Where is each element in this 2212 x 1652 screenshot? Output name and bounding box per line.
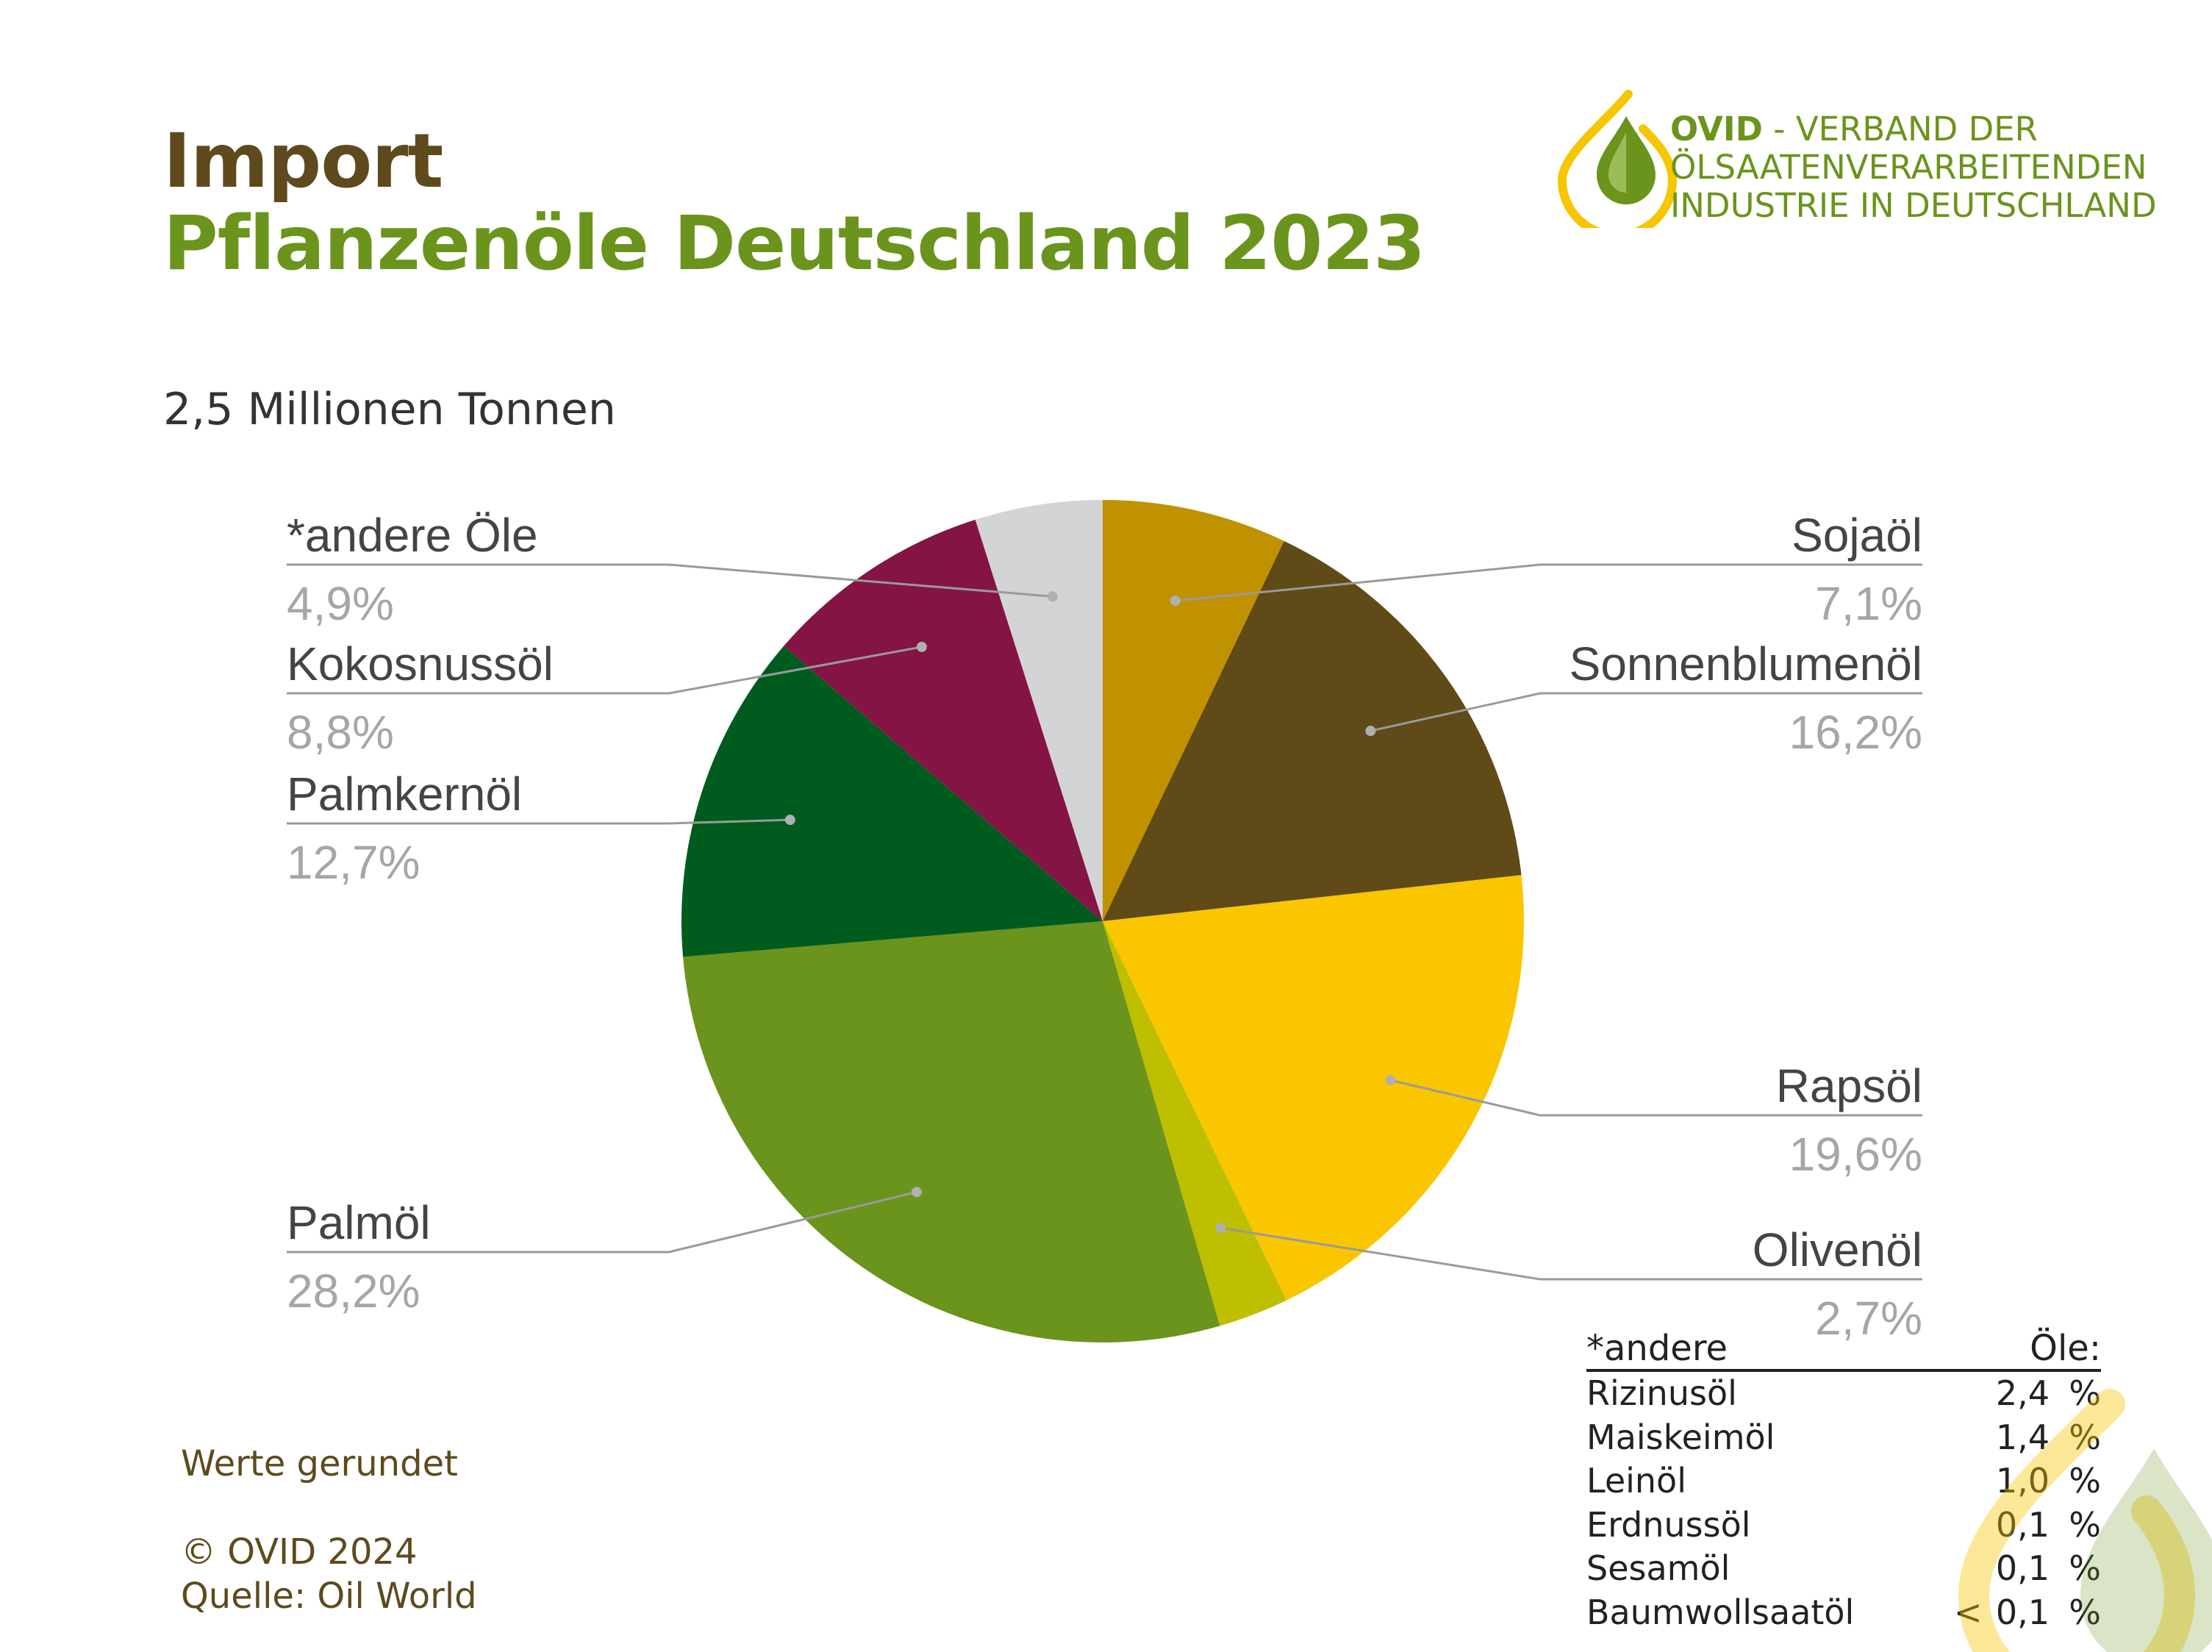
slice-value-label: 7,1% <box>1815 577 1922 630</box>
other-oils-row: Maiskeimöl 1,4% <box>1586 1416 2101 1460</box>
other-oil-lt-sign: < <box>1954 1592 1983 1632</box>
footnote-rounded: Werte gerundet <box>181 1443 458 1484</box>
other-oil-name: Leinöl <box>1586 1461 1686 1501</box>
leader-line <box>1175 563 1922 602</box>
logo-line2: ÖLSAATENVERARBEITENDEN <box>1670 148 2147 187</box>
other-oil-percent-sign: % <box>2069 1373 2101 1413</box>
leader-dot <box>916 641 927 652</box>
pie-slice <box>681 646 1103 957</box>
other-oil-percent-sign: % <box>2069 1592 2101 1632</box>
leader-line <box>1370 692 1922 732</box>
slice-value-label: 2,7% <box>1815 1292 1922 1345</box>
pie-slice <box>1103 875 1525 1301</box>
pie-slice <box>1103 540 1522 921</box>
leader-dot <box>1047 591 1058 602</box>
pie-slice <box>1103 921 1287 1326</box>
other-oil-value: 2,4 <box>1995 1373 2050 1413</box>
other-oil-value: 0,1 <box>1995 1548 2050 1588</box>
other-oils-table: *andere Öle: Rizinusöl 2,4% Maiskeimöl 1,4%… <box>1586 1328 2101 1634</box>
pie-slice <box>784 519 1103 921</box>
leader-line <box>287 646 923 695</box>
chart-title-line2: Pflanzenöle Deutschland 2023 <box>163 200 1425 287</box>
leader-line <box>287 818 790 825</box>
leader-dot <box>784 815 795 826</box>
other-oil-value: 0,1 <box>1995 1592 2050 1632</box>
slice-label: Rapsöl <box>1776 1059 1922 1112</box>
other-oil-percent-sign: % <box>2069 1417 2101 1457</box>
other-oil-value: 1,0 <box>1995 1461 2050 1501</box>
other-oil-name: Maiskeimöl <box>1586 1417 1775 1457</box>
leader-line <box>287 1190 917 1254</box>
pie-slice <box>1103 500 1284 921</box>
other-oil-name: Rizinusöl <box>1586 1373 1737 1413</box>
slice-value-label: 8,8% <box>287 706 394 759</box>
other-oil-percent-sign: % <box>2069 1548 2101 1588</box>
logo-brand: OVID <box>1670 110 1763 149</box>
other-oil-name: Erdnussöl <box>1586 1504 1751 1545</box>
other-oils-header-right: Öle: <box>2030 1328 2101 1369</box>
other-oil-name: Sesamöl <box>1586 1548 1730 1588</box>
slice-label: Olivenöl <box>1753 1223 1922 1276</box>
leader-line <box>1220 1226 1922 1281</box>
leader-dot <box>1215 1223 1226 1234</box>
other-oil-name: Baumwollsaatöl <box>1586 1592 1855 1632</box>
footnote-source: Quelle: Oil World <box>181 1576 477 1617</box>
slice-value-label: 16,2% <box>1789 706 1922 759</box>
other-oils-header: *andere Öle: <box>1586 1328 2101 1372</box>
logo-line1: - VERBAND DER <box>1762 110 2038 149</box>
other-oils-row: Leinöl 1,0% <box>1586 1459 2101 1503</box>
other-oil-percent-sign: % <box>2069 1461 2101 1501</box>
other-oil-value: 1,4 <box>1995 1417 2050 1457</box>
logo-text: OVID - VERBAND DER ÖLSAATENVERARBEITENDE… <box>1670 110 2157 225</box>
footnote-copyright: © OVID 2024 <box>181 1531 418 1573</box>
pie-slice <box>683 921 1220 1343</box>
other-oil-percent-sign: % <box>2069 1504 2101 1545</box>
slice-value-label: 28,2% <box>287 1265 420 1317</box>
chart-title-line1: Import <box>163 118 443 205</box>
leader-dot <box>1365 726 1376 737</box>
slice-value-label: 19,6% <box>1789 1128 1922 1181</box>
slice-label: Sonnenblumenöl <box>1569 637 1922 690</box>
logo-line3: INDUSTRIE IN DEUTSCHLAND <box>1670 186 2157 225</box>
slice-label: Kokosnussöl <box>287 637 554 690</box>
chart-subtitle: 2,5 Millionen Tonnen <box>163 384 616 435</box>
other-oils-header-left: *andere <box>1586 1328 1728 1369</box>
other-oils-row: Rizinusöl 2,4% <box>1586 1372 2101 1416</box>
other-oils-row: Erdnussöl 0,1% <box>1586 1503 2101 1548</box>
slice-value-label: 4,9% <box>287 577 394 630</box>
other-oils-row: Sesamöl 0,1% <box>1586 1547 2101 1591</box>
other-oil-value: 0,1 <box>1995 1504 2050 1545</box>
leader-dot <box>911 1187 922 1198</box>
pie-slice <box>975 500 1103 921</box>
slice-label: Palmöl <box>287 1196 431 1249</box>
other-oils-row: Baumwollsaatöl <0,1% <box>1586 1591 2101 1635</box>
leader-dot <box>1170 596 1181 607</box>
slice-value-label: 12,7% <box>287 836 420 889</box>
leader-dot <box>1385 1075 1396 1086</box>
oil-drop-icon <box>1557 90 1678 228</box>
watermark-drop-icon <box>1958 1389 2212 1652</box>
leader-line <box>1389 1079 1922 1117</box>
slice-label: *andere Öle <box>287 509 538 562</box>
leader-line <box>287 563 1053 598</box>
slice-label: Sojaöl <box>1792 509 1922 562</box>
slice-label: Palmkernöl <box>287 768 522 820</box>
